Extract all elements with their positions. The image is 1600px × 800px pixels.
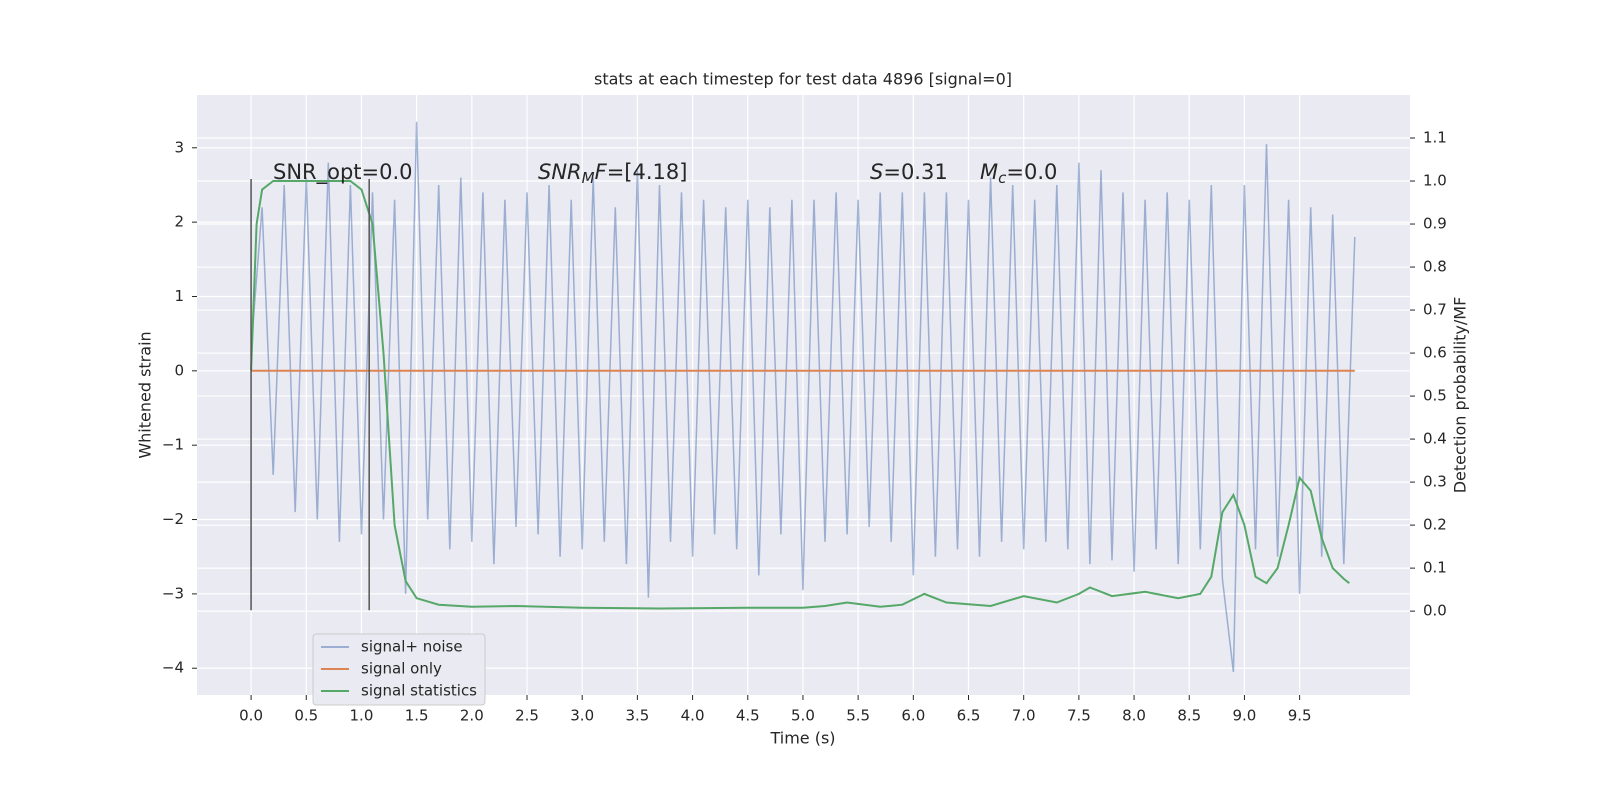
x-tick-label: 9.5: [1288, 707, 1312, 725]
annotation: SNRMF=[4.18]: [538, 160, 687, 187]
annotation-part: c: [998, 169, 1007, 187]
legend-label: signal+ noise: [361, 638, 463, 656]
y2-tick-label: 0.5: [1423, 387, 1447, 405]
annotation-part: SNR_opt=0.0: [273, 160, 413, 185]
y-tick-label: 1: [174, 287, 184, 305]
y-tick-label: −2: [162, 510, 184, 528]
x-tick-label: 3.5: [625, 707, 649, 725]
x-tick-label: 1.0: [350, 707, 374, 725]
y2-tick-label: 0.0: [1423, 602, 1447, 620]
y2-tick-label: 0.7: [1423, 301, 1447, 319]
x-tick-label: 7.0: [1012, 707, 1036, 725]
y2-tick-label: 1.0: [1423, 172, 1447, 190]
x-tick-label: 4.5: [736, 707, 760, 725]
annotation: SNR_opt=0.0: [273, 160, 413, 185]
x-tick-label: 1.5: [405, 707, 429, 725]
legend-label: signal only: [361, 660, 442, 678]
y2-tick-label: 0.1: [1423, 559, 1447, 577]
x-tick-label: 3.0: [570, 707, 594, 725]
x-tick-label: 9.0: [1233, 707, 1257, 725]
x-tick-label: 5.0: [791, 707, 815, 725]
annotation-part: =0.0: [1006, 160, 1057, 184]
y2-tick-label: 0.6: [1423, 344, 1447, 362]
y2-axis-label: Detection probability/MF: [1451, 297, 1470, 494]
y-tick-label: −1: [162, 436, 184, 454]
x-tick-label: 8.0: [1122, 707, 1146, 725]
annotation-part: F: [595, 160, 608, 184]
legend-label: signal statistics: [361, 682, 477, 700]
x-axis-label: Time (s): [769, 729, 835, 748]
y2-tick-label: 0.8: [1423, 258, 1447, 276]
y2-tick-label: 0.3: [1423, 473, 1447, 491]
annotation-part: M: [980, 160, 998, 184]
x-tick-label: 4.0: [681, 707, 705, 725]
annotation: S=0.31: [870, 160, 948, 184]
x-tick-label: 7.5: [1067, 707, 1091, 725]
series-line: [250, 121, 1356, 673]
annotation-part: =0.31: [883, 160, 947, 184]
annotation-part: SNR: [538, 160, 582, 184]
y-axis-label: Whitened strain: [136, 331, 155, 458]
annotation-part: M: [582, 169, 595, 187]
x-tick-label: 6.5: [957, 707, 981, 725]
y2-tick-label: 0.9: [1423, 215, 1447, 233]
x-tick-label: 0.0: [239, 707, 263, 725]
y-tick-label: −3: [162, 584, 184, 602]
x-tick-label: 6.0: [901, 707, 925, 725]
annotation: Mc=0.0: [980, 160, 1057, 187]
y-tick-label: 0: [174, 361, 184, 379]
x-tick-label: 0.5: [294, 707, 318, 725]
series-line: [250, 180, 1350, 610]
annotation-part: =[4.18]: [607, 160, 688, 184]
x-tick-label: 8.5: [1177, 707, 1201, 725]
y-tick-label: −4: [162, 659, 184, 677]
y-tick-label: 3: [174, 138, 184, 156]
x-tick-label: 2.0: [460, 707, 484, 725]
chart-title: stats at each timestep for test data 489…: [594, 70, 1012, 89]
y2-tick-label: 0.2: [1423, 516, 1447, 534]
y2-tick-label: 0.4: [1423, 430, 1447, 448]
x-tick-label: 5.5: [846, 707, 870, 725]
y-tick-label: 2: [174, 213, 184, 231]
y2-tick-label: 1.1: [1423, 129, 1447, 147]
x-tick-label: 2.5: [515, 707, 539, 725]
legend-box: [312, 633, 486, 706]
annotation-part: S: [870, 160, 883, 184]
